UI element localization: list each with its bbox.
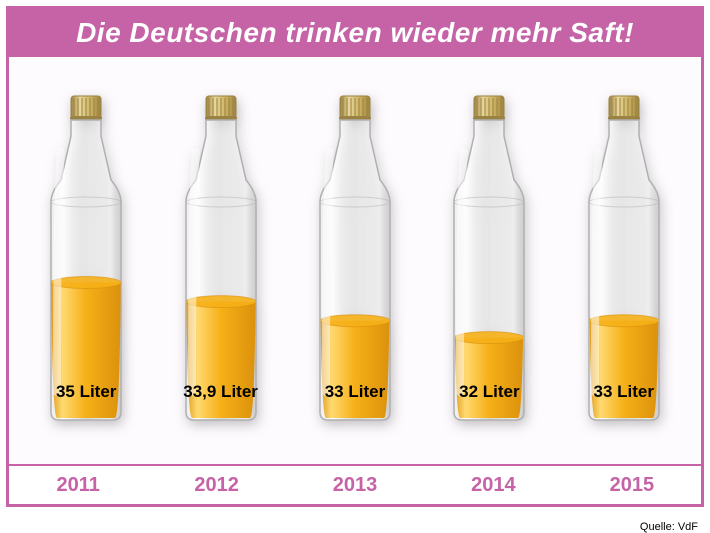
bottle-2013: 33 Liter — [295, 69, 415, 422]
infographic-frame: Die Deutschen trinken wieder mehr Saft! — [6, 6, 704, 507]
axis-year: 2014 — [424, 468, 562, 503]
value-label: 33 Liter — [295, 382, 415, 402]
axis-year: 2012 — [147, 468, 285, 503]
bottle-2015: 33 Liter — [564, 69, 684, 422]
source-credit: Quelle: VdF — [640, 521, 698, 533]
value-label: 35 Liter — [26, 382, 146, 402]
axis-year: 2015 — [563, 468, 701, 503]
bottle-2012: 33,9 Liter — [161, 69, 281, 422]
value-label: 33,9 Liter — [161, 382, 281, 402]
axis-row: 20112012201320142015 — [9, 464, 701, 504]
bottle-2014: 32 Liter — [429, 69, 549, 422]
title-bar: Die Deutschen trinken wieder mehr Saft! — [9, 9, 701, 57]
value-label: 33 Liter — [564, 382, 684, 402]
bottle-2011: 35 Liter — [26, 69, 146, 422]
axis-year: 2011 — [9, 468, 147, 503]
chart-area: 35 Liter — [9, 57, 701, 464]
title-text: Die Deutschen trinken wieder mehr Saft! — [76, 17, 634, 49]
axis-year: 2013 — [286, 468, 424, 503]
value-label: 32 Liter — [429, 382, 549, 402]
